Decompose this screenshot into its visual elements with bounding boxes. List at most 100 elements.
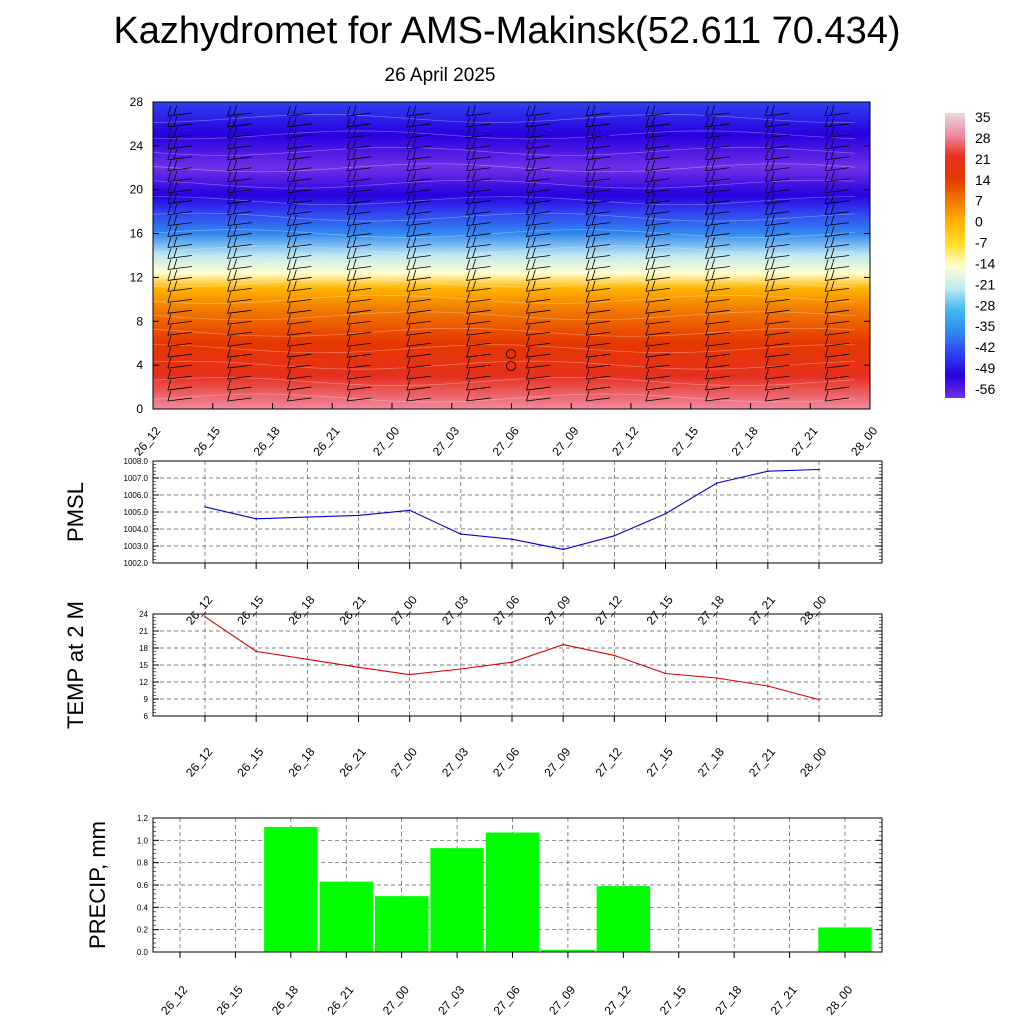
wind-barb-staff — [287, 123, 312, 128]
wind-barb-flag — [227, 171, 231, 182]
wind-barb-flag — [705, 160, 709, 171]
wind-barb-staff — [227, 145, 252, 150]
wind-barb-staff — [466, 397, 491, 402]
wind-barb-staff — [347, 320, 372, 325]
heatmap-x-tick-label: 26_18 — [251, 424, 283, 459]
wind-barb-flag — [711, 116, 715, 127]
wind-barb-staff — [705, 298, 730, 303]
heatmap-field — [153, 102, 870, 409]
wind-barb-staff — [287, 255, 312, 259]
wind-barb-flag — [705, 368, 709, 380]
y-tick-label: 1006.0 — [124, 491, 149, 500]
wind-barb-flag — [412, 203, 417, 215]
wind-barb-flag — [705, 303, 709, 314]
contour-line-6 — [153, 295, 856, 304]
wind-barb-flag — [346, 105, 351, 117]
wind-barb-staff — [825, 277, 850, 281]
wind-barb-flag — [585, 336, 590, 347]
wind-barb-flag — [233, 192, 237, 204]
wind-barb-staff — [406, 309, 431, 314]
wind-barb-flag — [167, 171, 172, 182]
wind-barb-flag — [531, 138, 536, 149]
wind-barb-flag — [286, 138, 291, 149]
wind-barb-flag — [406, 325, 411, 336]
contour-line-12 — [153, 196, 856, 206]
wind-barb-staff — [825, 211, 850, 216]
wind-barb-staff — [765, 112, 790, 117]
wind-barb-flag — [585, 358, 590, 369]
wind-barb-flag — [531, 181, 536, 193]
wind-barb-staff — [526, 266, 551, 270]
wind-barb-flag — [645, 105, 650, 117]
wind-barb-flag — [173, 181, 178, 193]
wind-barb-flag — [824, 215, 829, 226]
wind-barb-flag — [525, 248, 530, 259]
wind-barb-staff — [167, 167, 192, 172]
wind-barb-flag — [645, 237, 650, 248]
wind-barb-staff — [227, 200, 252, 205]
wind-barb-flag — [472, 138, 476, 149]
wind-barb-flag — [286, 204, 291, 215]
wind-barb-staff — [825, 167, 850, 172]
wind-barb-staff — [227, 342, 252, 347]
data-point — [306, 516, 309, 518]
wind-barb-flag — [645, 303, 650, 314]
x-tick-label: 27_15 — [644, 745, 676, 780]
wind-barb-flag — [352, 127, 357, 138]
wind-barb-flag — [711, 192, 715, 204]
wind-barb-flag — [286, 149, 291, 160]
wind-barb-staff — [287, 277, 312, 281]
wind-barb-staff — [765, 167, 790, 172]
wind-barb-staff — [227, 123, 252, 128]
data-point — [255, 650, 257, 653]
wind-barb-staff — [765, 309, 790, 314]
wind-barb-staff — [645, 287, 670, 292]
wind-barb-flag — [286, 160, 291, 171]
wind-barb-flag — [412, 181, 417, 193]
wind-barb-flag — [525, 347, 530, 358]
wind-barb-flag — [525, 149, 530, 160]
wind-barb-flag — [525, 193, 530, 204]
wind-barb-staff — [765, 364, 790, 369]
wind-barb-staff — [526, 255, 551, 259]
wind-barb-flag — [412, 159, 417, 171]
wind-barb-staff — [406, 266, 431, 270]
wind-barb-flag — [167, 325, 172, 336]
wind-barb-flag — [830, 181, 835, 193]
temp-2m-panel: 6 9 12 15 18 21 24 26_12 26_15 26_18 26_21 27_00 27_… — [63, 601, 883, 780]
contour-line-1 — [153, 377, 856, 386]
heatmap-x-tick-label: 27_00 — [370, 424, 402, 459]
wind-barb-staff — [406, 277, 431, 281]
data-point — [562, 643, 564, 646]
wind-barb-staff — [406, 178, 431, 183]
wind-barb-flag — [173, 192, 178, 204]
wind-barb-staff — [765, 200, 790, 205]
wind-barb-staff — [167, 320, 192, 325]
x-tick-label: 26_12 — [183, 745, 215, 780]
wind-barb-flag — [352, 116, 357, 127]
colorbar-label: -49 — [975, 360, 995, 376]
wind-barb-staff — [227, 320, 252, 325]
wind-barb-flag — [406, 379, 411, 391]
wind-barb-flag — [346, 368, 351, 380]
wind-barb-flag — [830, 225, 835, 236]
wind-barb-flag — [286, 237, 291, 248]
wind-barb-flag — [292, 181, 297, 193]
wind-barb-staff — [227, 277, 252, 281]
wind-barb-flag — [645, 368, 650, 380]
wind-barb-flag — [651, 170, 656, 182]
wind-barb-flag — [286, 390, 291, 402]
wind-barb-flag — [585, 314, 590, 325]
wind-barb-flag — [227, 193, 231, 204]
wind-barb-staff — [167, 375, 192, 380]
x-tick-label: 27_00 — [388, 593, 420, 628]
wind-barb-staff — [227, 233, 252, 237]
wind-barb-flag — [292, 236, 297, 247]
wind-barb-flag — [346, 127, 351, 139]
data-point — [715, 677, 718, 679]
wind-barb-staff — [526, 320, 551, 325]
wind-barb-staff — [705, 277, 730, 281]
wind-barb-flag — [346, 248, 351, 259]
wind-barb-staff — [526, 211, 551, 216]
wind-barb-staff — [227, 112, 252, 117]
